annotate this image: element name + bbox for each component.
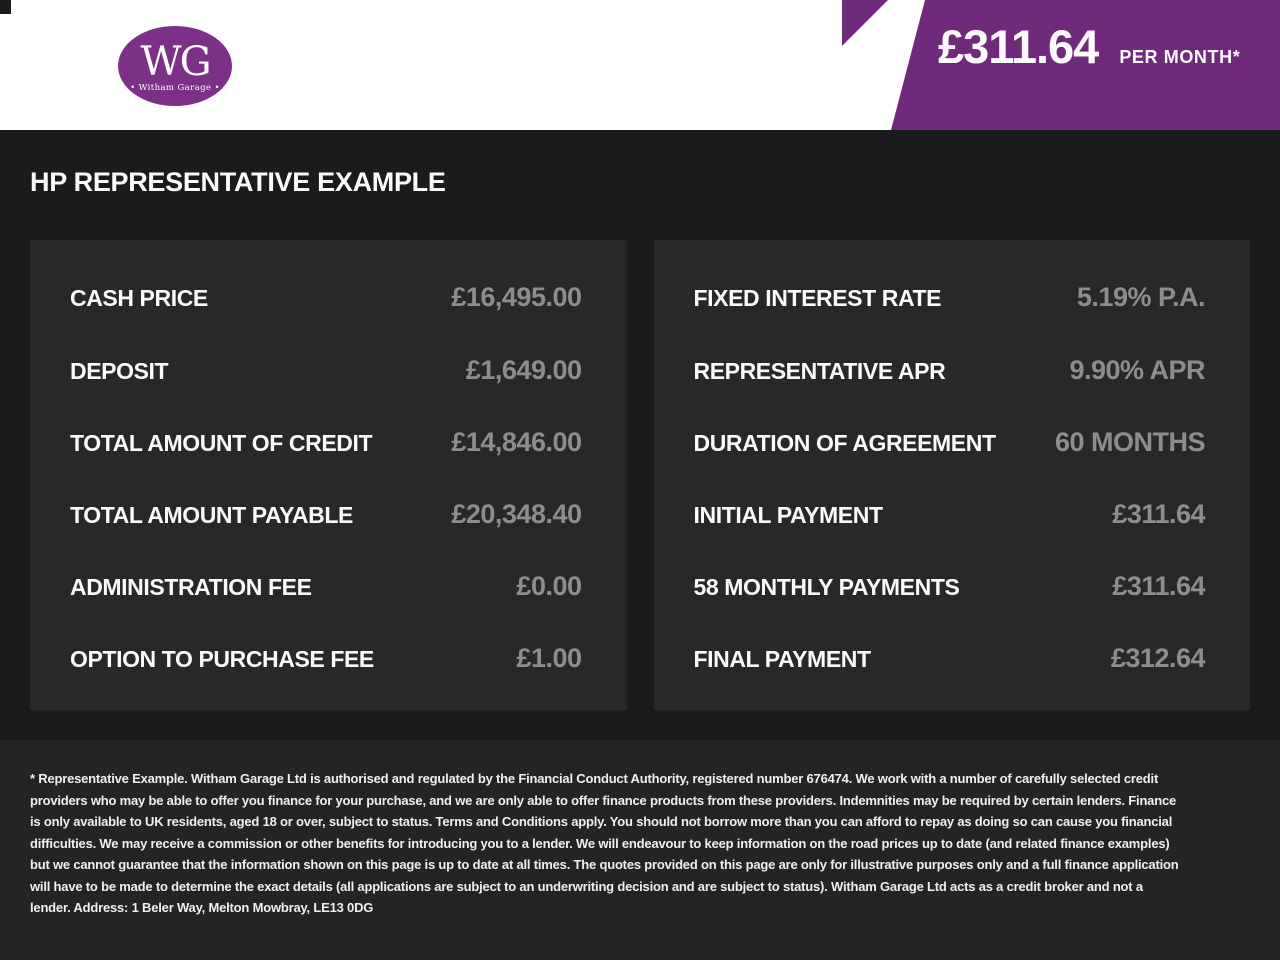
page-title: HP REPRESENTATIVE EXAMPLE [30,167,446,197]
finance-panel-left: CASH PRICE £16,495.00 DEPOSIT £1,649.00 … [30,240,627,711]
finance-label: OPTION TO PURCHASE FEE [70,646,374,673]
finance-value: £312.64 [1110,643,1206,674]
finance-label: DURATION OF AGREEMENT [693,429,996,456]
finance-label: FIXED INTEREST RATE [693,285,942,312]
finance-value: £16,495.00 [451,282,582,313]
finance-value: £20,348.40 [451,498,582,529]
finance-value: £311.64 [1112,571,1205,602]
finance-label: TOTAL AMOUNT PAYABLE [70,501,353,528]
finance-value: £14,846.00 [451,426,582,457]
finance-row-representative-apr: REPRESENTATIVE APR 9.90% APR [694,355,1206,386]
finance-value: £311.64 [1112,498,1205,529]
finance-label: ADMINISTRATION FEE [70,574,312,601]
main-content: HP REPRESENTATIVE EXAMPLE CASH PRICE £16… [0,130,1280,740]
finance-row-duration: DURATION OF AGREEMENT 60 MONTHS [694,427,1206,458]
finance-row-cash-price: CASH PRICE £16,495.00 [70,282,582,313]
finance-row-monthly-payments: 58 MONTHLY PAYMENTS £311.64 [694,571,1206,602]
finance-row-fixed-interest-rate: FIXED INTEREST RATE 5.19% P.A. [694,282,1206,313]
banner-diagonal-sliver [842,0,888,46]
finance-label: REPRESENTATIVE APR [693,357,946,384]
header-bar: WG • Witham Garage • £311.64 PER MONTH* [0,0,1280,130]
witham-garage-logo: WG • Witham Garage • [118,26,232,106]
finance-value: £1.00 [516,643,582,674]
finance-panels: CASH PRICE £16,495.00 DEPOSIT £1,649.00 … [30,240,1250,711]
monthly-price-suffix: PER MONTH* [1119,47,1241,67]
finance-label: TOTAL AMOUNT OF CREDIT [70,429,373,456]
finance-value: £0.00 [516,571,582,602]
finance-label: 58 MONTHLY PAYMENTS [693,574,960,601]
monthly-price-banner: £311.64 PER MONTH* [891,0,1280,130]
finance-label: CASH PRICE [70,285,208,312]
corner-notch [0,0,11,14]
finance-label: DEPOSIT [70,357,169,384]
finance-label: INITIAL PAYMENT [693,501,884,528]
finance-row-total-payable: TOTAL AMOUNT PAYABLE £20,348.40 [70,499,582,530]
finance-value: 5.19% P.A. [1076,282,1206,313]
finance-row-admin-fee: ADMINISTRATION FEE £0.00 [70,571,582,602]
legal-footer: * Representative Example. Witham Garage … [0,740,1280,960]
finance-label: FINAL PAYMENT [693,646,872,673]
monthly-price-amount: £311.64 [938,20,1099,73]
finance-row-total-credit: TOTAL AMOUNT OF CREDIT £14,846.00 [70,427,582,458]
finance-row-option-to-purchase-fee: OPTION TO PURCHASE FEE £1.00 [70,643,582,674]
logo-monogram: WG [140,38,211,85]
finance-row-deposit: DEPOSIT £1,649.00 [70,355,582,386]
finance-value: 60 MONTHS [1054,426,1206,457]
finance-value: £1,649.00 [465,354,582,385]
finance-row-initial-payment: INITIAL PAYMENT £311.64 [694,499,1206,530]
representative-example-disclaimer: * Representative Example. Witham Garage … [30,771,1179,915]
finance-value: 9.90% APR [1069,354,1205,385]
finance-panel-right: FIXED INTEREST RATE 5.19% P.A. REPRESENT… [653,240,1250,711]
logo-name: • Witham Garage • [130,82,220,93]
finance-row-final-payment: FINAL PAYMENT £312.64 [694,643,1206,674]
